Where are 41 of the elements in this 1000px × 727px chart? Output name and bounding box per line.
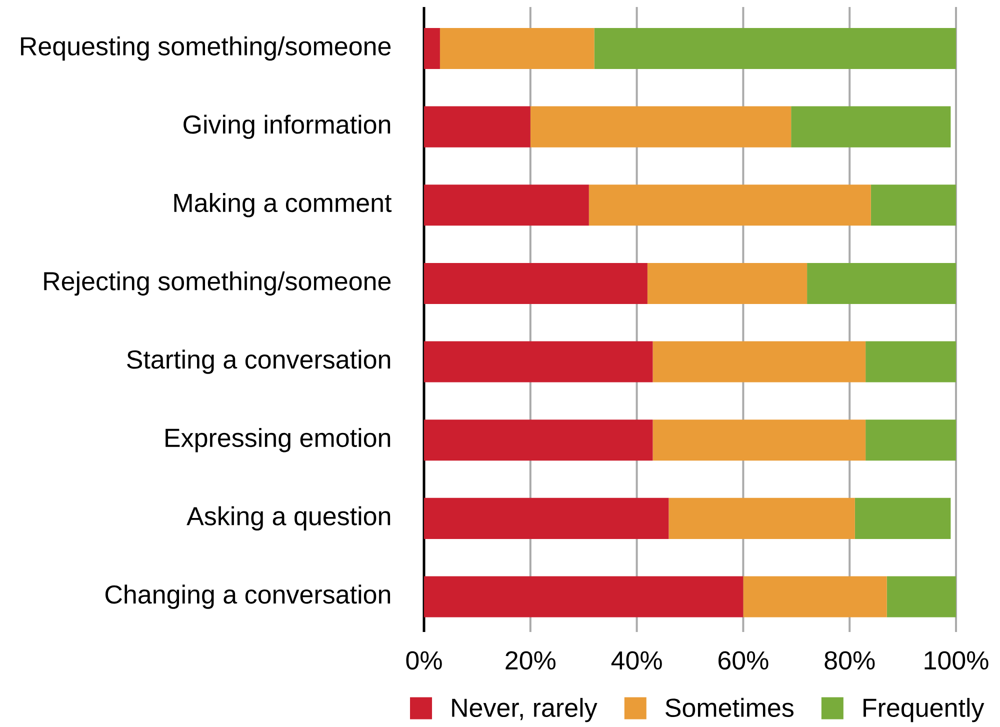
bar xyxy=(424,420,653,461)
bar xyxy=(440,28,594,70)
y-tick-label: Requesting something/someone xyxy=(21,36,391,61)
bar xyxy=(647,262,808,304)
bar xyxy=(424,262,648,304)
legend-label: Frequently xyxy=(864,698,984,722)
bar xyxy=(807,262,956,304)
y-tick-label: Rejecting something/someone xyxy=(44,271,391,296)
bar xyxy=(652,341,866,382)
bar xyxy=(424,28,440,70)
bar xyxy=(530,106,792,148)
y-tick-label: Changing a conversation xyxy=(105,584,390,609)
y-tick-label: Starting a conversation xyxy=(127,350,390,374)
x-tick-label: 100% xyxy=(924,651,988,670)
bar xyxy=(791,106,951,148)
y-tick-label: Asking a question xyxy=(186,506,390,531)
x-tick-label: 80% xyxy=(824,651,875,670)
bar xyxy=(743,576,887,618)
bar xyxy=(424,341,653,382)
legend-label: Never, rarely xyxy=(452,698,598,722)
x-tick-label: 60% xyxy=(718,651,768,670)
bar xyxy=(652,420,866,461)
legend-label: Sometimes xyxy=(666,698,794,718)
y-tick-label: Making a comment xyxy=(174,193,392,218)
bar xyxy=(594,28,956,70)
bar xyxy=(424,184,589,226)
bar xyxy=(866,341,956,382)
x-tick-label: 20% xyxy=(506,651,556,670)
y-tick-label: Giving information xyxy=(184,114,390,139)
bar xyxy=(854,498,951,539)
bar xyxy=(870,184,956,226)
x-tick-label: 0% xyxy=(406,651,442,670)
x-tick-label: 40% xyxy=(611,651,662,670)
bar xyxy=(886,576,956,618)
bar xyxy=(424,576,744,618)
bar xyxy=(588,184,871,226)
y-tick-label: Expressing emotion xyxy=(166,428,390,452)
bar xyxy=(866,420,956,461)
bar xyxy=(424,498,669,539)
bar xyxy=(424,106,530,148)
bar xyxy=(668,498,855,539)
